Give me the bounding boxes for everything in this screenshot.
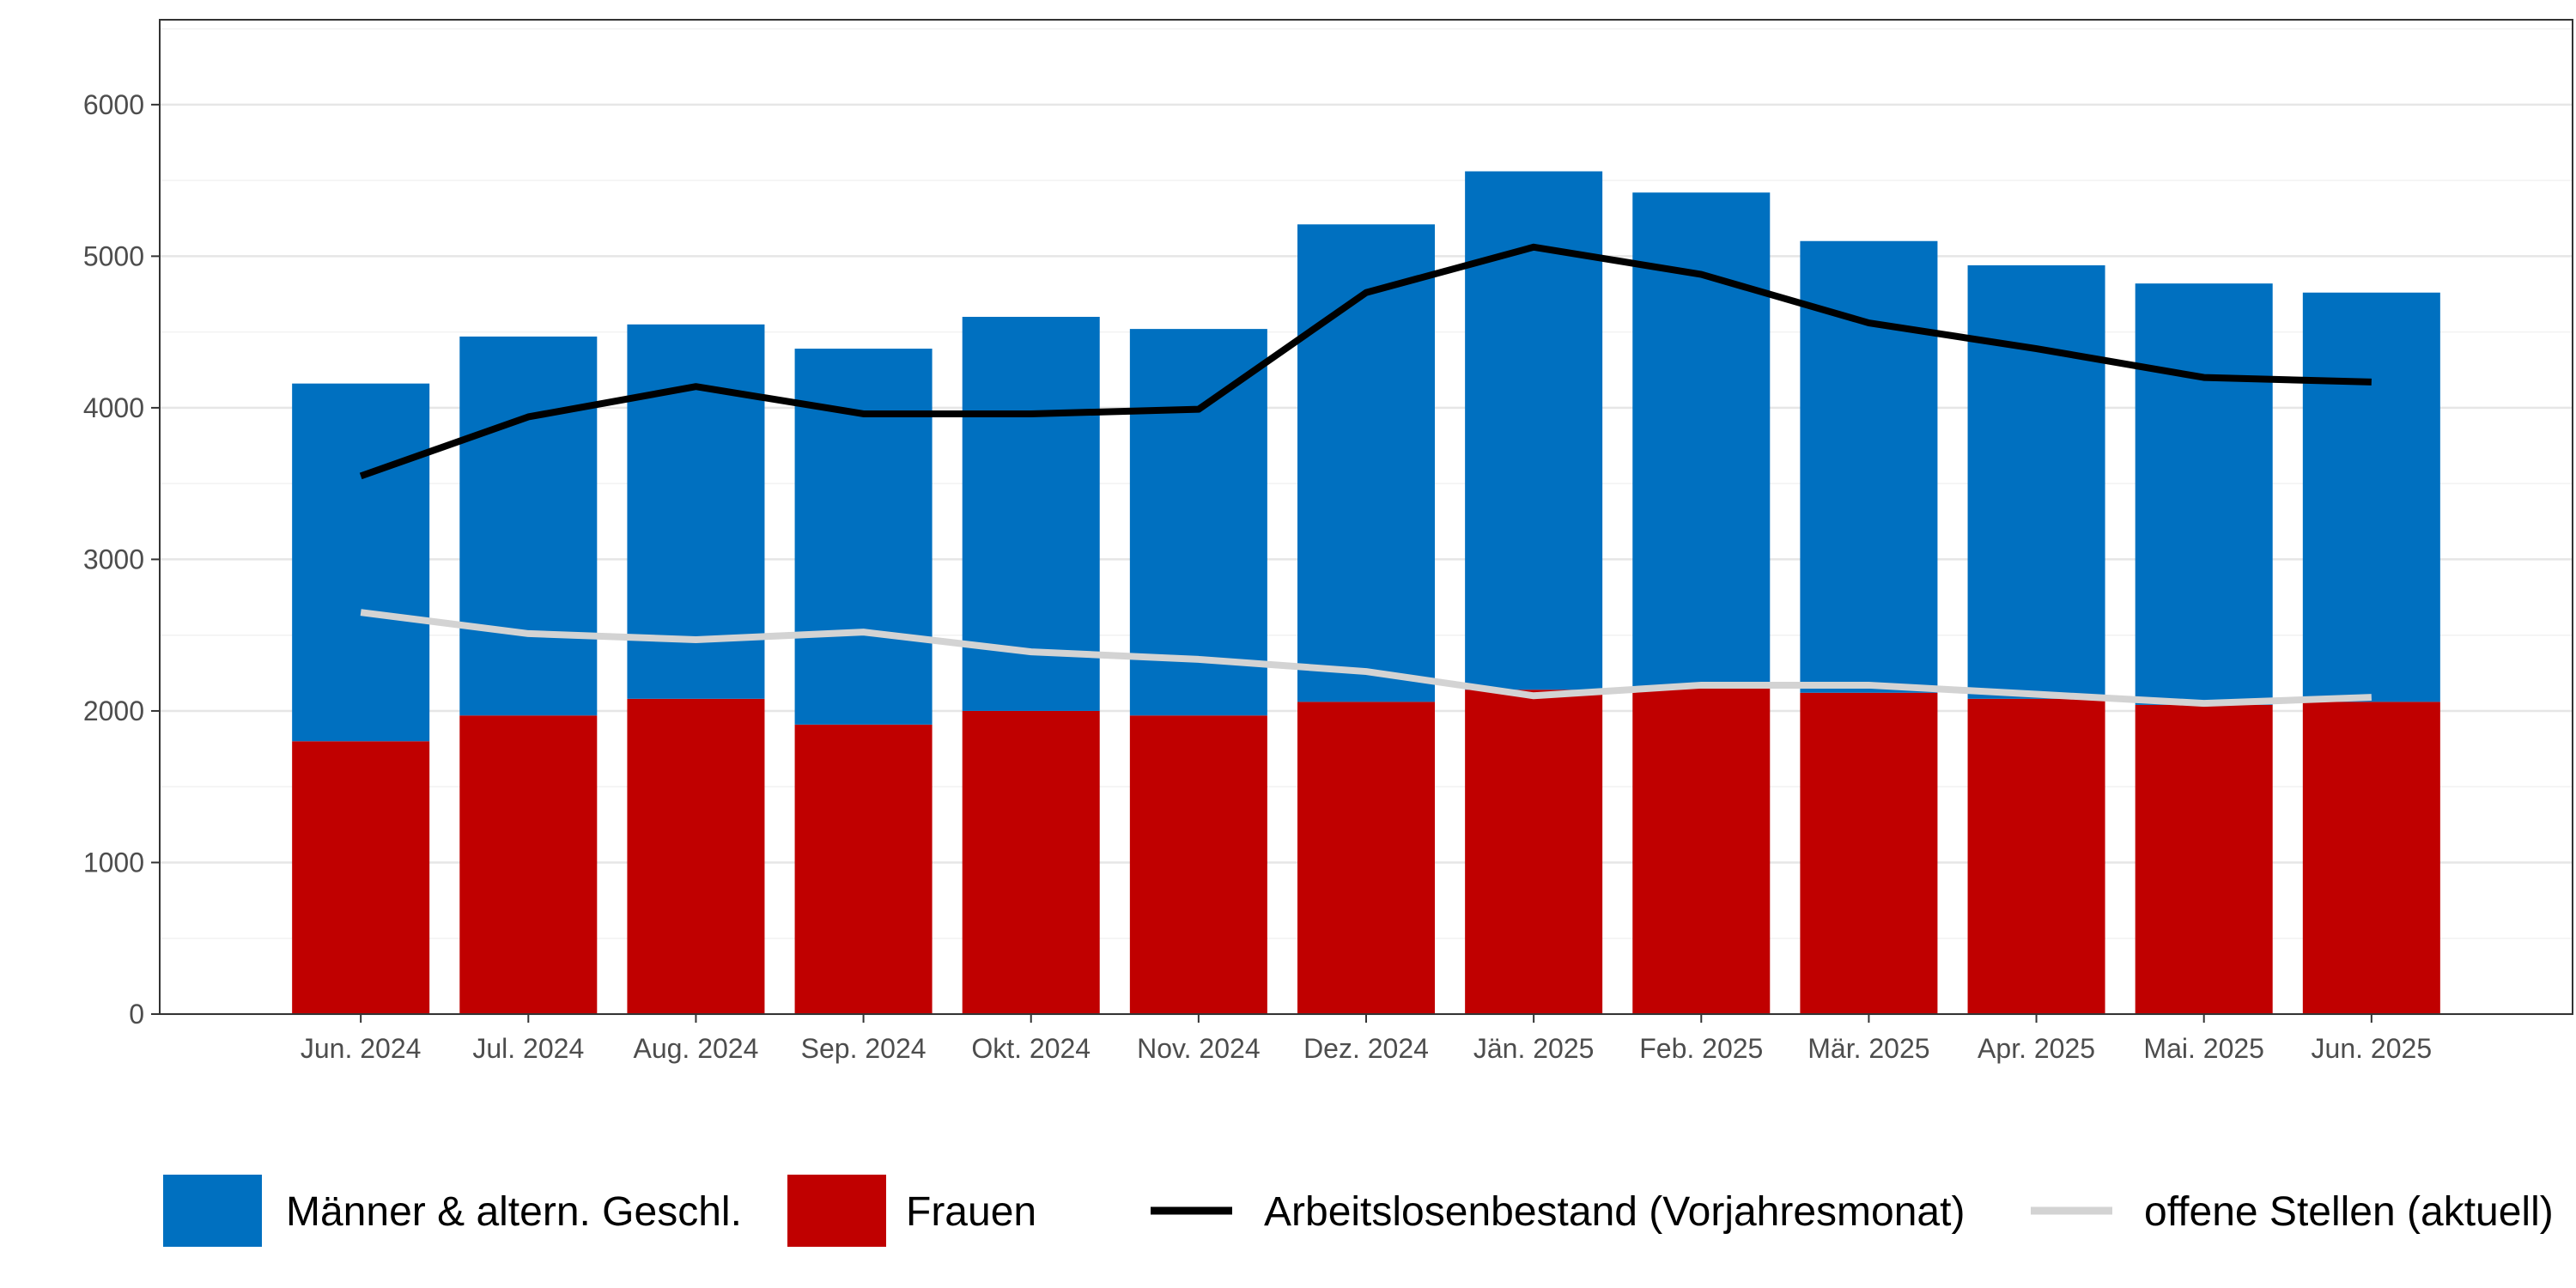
x-tick-label: Dez. 2024 <box>1303 1033 1429 1064</box>
bar-frauen <box>794 724 933 1014</box>
x-tick-label: Nov. 2024 <box>1137 1033 1261 1064</box>
legend-key-frauen <box>787 1175 886 1247</box>
x-tick-label: Jun. 2024 <box>301 1033 422 1064</box>
bar-maenner <box>1800 240 1938 693</box>
bar-frauen <box>1465 690 1603 1014</box>
legend-key-maenner <box>163 1175 262 1247</box>
x-tick-label: Aug. 2024 <box>633 1033 758 1064</box>
bar-frauen <box>2135 704 2273 1014</box>
x-tick-label: Mär. 2025 <box>1807 1033 1929 1064</box>
y-tick-label: 5000 <box>83 240 144 271</box>
bar-maenner <box>1129 329 1267 716</box>
x-tick-label: Mai. 2025 <box>2143 1033 2264 1064</box>
bar-frauen <box>459 715 598 1014</box>
y-tick-label: 6000 <box>83 89 144 120</box>
bar-maenner <box>459 336 598 716</box>
line-offene-stellen <box>360 609 2372 708</box>
legend-label-maenner: Männer & altern. Geschl. <box>286 1189 742 1235</box>
y-tick-label: 0 <box>129 999 144 1030</box>
y-axis: 0 1000 2000 3000 4000 5000 6000 <box>83 89 160 1030</box>
legend-label-arbeitslosenbestand: Arbeitslosenbestand (Vorjahresmonat) <box>1264 1189 1965 1235</box>
bar-frauen <box>292 741 430 1014</box>
bar-maenner <box>1967 264 2105 699</box>
lines <box>359 243 2372 708</box>
bar-frauen <box>1297 702 1436 1014</box>
legend-label-offene-stellen: offene Stellen (aktuell) <box>2144 1189 2554 1235</box>
bar-frauen <box>627 698 765 1014</box>
bar-frauen <box>1800 692 1938 1014</box>
x-tick-label: Jun. 2025 <box>2312 1033 2433 1064</box>
x-axis: Jun. 2024 Jul. 2024 Aug. 2024 Sep. 2024 Okt.… <box>301 1014 2432 1064</box>
bar-frauen <box>962 710 1100 1014</box>
x-tick-label: Jän. 2025 <box>1473 1033 1595 1064</box>
y-tick-label: 4000 <box>83 392 144 423</box>
bar-maenner <box>1297 224 1436 702</box>
bar-frauen <box>1129 715 1267 1014</box>
bars <box>292 171 2440 1014</box>
bar-maenner <box>2302 292 2440 702</box>
bar-maenner <box>2135 283 2273 705</box>
x-tick-label: Feb. 2025 <box>1639 1033 1763 1064</box>
y-tick-label: 2000 <box>83 696 144 726</box>
y-tick-label: 1000 <box>83 847 144 878</box>
bar-maenner <box>292 383 430 742</box>
line-arbeitslosenbestand <box>359 243 2372 480</box>
x-tick-label: Jul. 2024 <box>472 1033 584 1064</box>
bar-frauen <box>1967 698 2105 1014</box>
y-tick-label: 3000 <box>83 544 144 574</box>
bar-frauen <box>2302 702 2440 1014</box>
bar-frauen <box>1632 688 1771 1014</box>
x-tick-label: Okt. 2024 <box>971 1033 1091 1064</box>
x-tick-label: Apr. 2025 <box>1978 1033 2095 1064</box>
legend: Männer & altern. Geschl. Frauen Arbeitslos… <box>163 1175 2554 1247</box>
x-tick-label: Sep. 2024 <box>801 1033 927 1064</box>
legend-label-frauen: Frauen <box>906 1189 1036 1235</box>
